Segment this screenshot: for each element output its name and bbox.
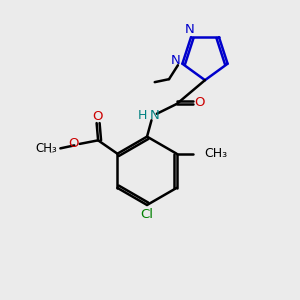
Text: CH₃: CH₃: [35, 142, 57, 155]
Text: N: N: [171, 54, 181, 67]
Text: CH₃: CH₃: [204, 147, 227, 160]
Text: methyl: methyl: [50, 152, 55, 153]
Text: O: O: [92, 110, 103, 123]
Text: N: N: [184, 23, 194, 36]
Text: N: N: [150, 109, 159, 122]
Text: O: O: [68, 137, 78, 150]
Text: H: H: [137, 109, 147, 122]
Text: Cl: Cl: [140, 208, 154, 221]
Text: O: O: [194, 96, 205, 109]
